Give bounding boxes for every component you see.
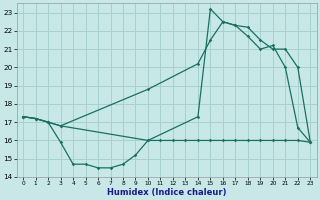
X-axis label: Humidex (Indice chaleur): Humidex (Indice chaleur) xyxy=(107,188,227,197)
